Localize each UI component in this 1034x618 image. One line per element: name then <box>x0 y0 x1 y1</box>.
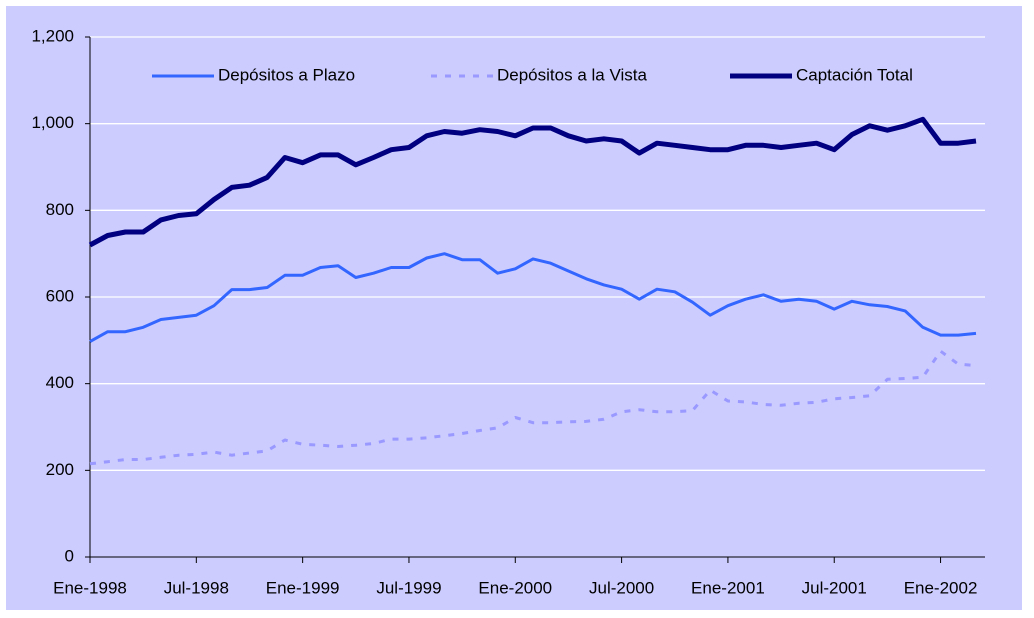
plot-background <box>6 6 1022 610</box>
x-tick-label: Ene-2000 <box>478 578 552 597</box>
y-tick-label: 0 <box>65 546 74 565</box>
x-tick-label: Jul-1999 <box>376 578 441 597</box>
y-tick-label: 600 <box>46 286 74 305</box>
series-line <box>88 116 977 248</box>
legend-label: Captación Total <box>796 65 913 84</box>
y-tick-label: 1,200 <box>31 26 74 45</box>
x-tick-label: Ene-2002 <box>904 578 978 597</box>
y-tick-label: 400 <box>46 373 74 392</box>
x-tick-label: Ene-2001 <box>691 578 765 597</box>
legend-label: Depósitos a Plazo <box>218 65 355 84</box>
x-tick-label: Ene-1999 <box>266 578 340 597</box>
x-tick-label: Jul-2001 <box>802 578 867 597</box>
x-tick-label: Jul-2000 <box>589 578 654 597</box>
series-line <box>89 252 977 343</box>
legend-label: Depósitos a la Vista <box>497 65 647 84</box>
y-tick-label: 800 <box>46 200 74 219</box>
x-tick-label: Ene-1998 <box>53 578 127 597</box>
series-line <box>89 349 977 466</box>
x-tick-label: Jul-1998 <box>164 578 229 597</box>
y-tick-label: 200 <box>46 460 74 479</box>
y-tick-label: 1,000 <box>31 113 74 132</box>
